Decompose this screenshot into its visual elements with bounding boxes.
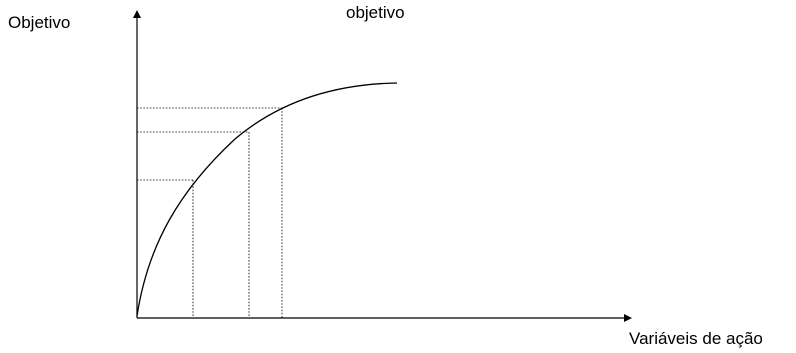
top-label: objetivo [346, 3, 405, 22]
x-axis-label: Variáveis de ação [629, 329, 763, 348]
guide-lines [137, 107, 283, 318]
y-axis-label: Objetivo [8, 13, 71, 32]
objective-curve [136, 82, 398, 317]
